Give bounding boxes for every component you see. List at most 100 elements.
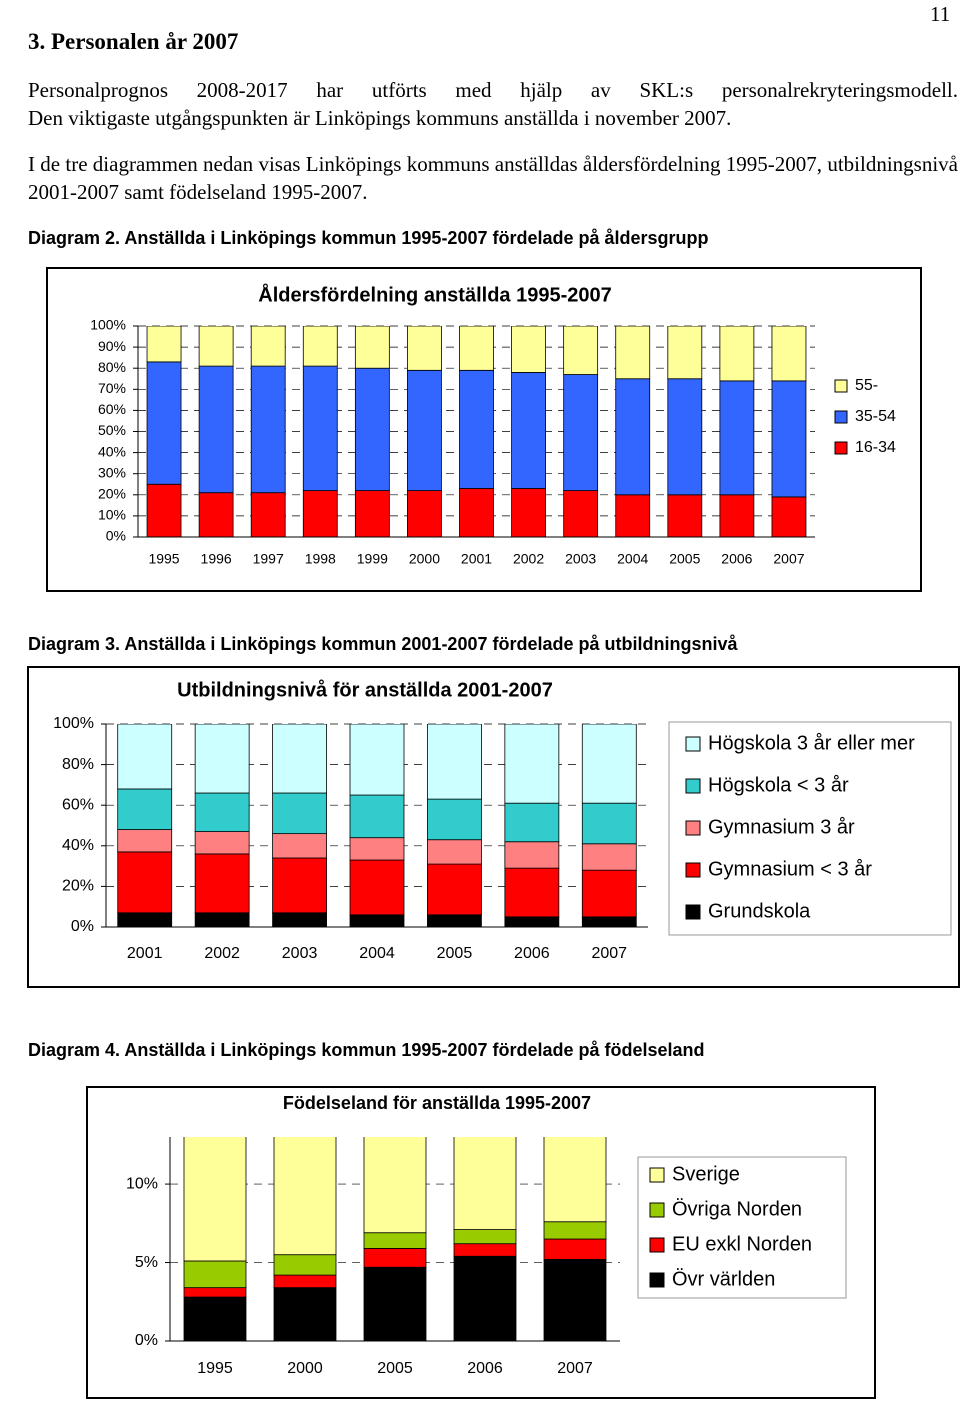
bar-segment [272, 912, 327, 927]
bar-segment [563, 326, 599, 375]
bar-segment [302, 365, 338, 491]
bar-segment [117, 724, 173, 790]
legend-label: EU exkl Norden [672, 1233, 812, 1255]
bar-segment [453, 1255, 517, 1341]
y-tick-label: 20% [98, 486, 126, 502]
legend-swatch [649, 1202, 665, 1218]
bar-segment [407, 326, 442, 371]
x-tick-label: 2006 [721, 551, 752, 567]
bar-segment [615, 494, 651, 537]
bar-segment [719, 380, 755, 496]
bar-segment [504, 916, 560, 927]
bar-segment [117, 788, 173, 830]
bar-segment [272, 857, 327, 914]
y-tick-label: 70% [98, 380, 126, 396]
bar-segment [349, 794, 405, 839]
y-tick-label: 0% [106, 528, 126, 544]
bar-segment [198, 365, 234, 494]
legend-label: Högskola < 3 år [708, 774, 849, 796]
heading: 3. Personalen år 2007 [28, 29, 239, 54]
bar-segment [615, 326, 651, 380]
legend-swatch [649, 1237, 665, 1253]
x-tick-label: 1999 [357, 551, 388, 567]
legend-swatch [834, 410, 848, 424]
x-tick-label: 2002 [513, 551, 544, 567]
bar-segment [511, 372, 546, 489]
x-tick-label: 1995 [148, 551, 179, 567]
bar-segment [581, 724, 637, 804]
bar-segment [459, 326, 494, 371]
bar-segment [250, 492, 286, 537]
bar-segment [581, 869, 637, 918]
bar-segment [771, 326, 807, 382]
y-tick-label: 5% [135, 1254, 158, 1271]
bar-segment [363, 1232, 427, 1249]
bar-segment [563, 374, 599, 491]
x-tick-label: 2000 [287, 1360, 323, 1377]
legend-label: Högskola 3 år eller mer [708, 732, 915, 754]
bar-segment [363, 1248, 427, 1268]
legend-label: Sverige [672, 1163, 740, 1185]
x-tick-label: 1998 [305, 551, 336, 567]
legend-label: Grundskola [708, 900, 811, 922]
legend-swatch [649, 1167, 665, 1183]
bars [117, 724, 637, 927]
x-tick-label: 1996 [201, 551, 232, 567]
bar-segment [363, 1137, 427, 1234]
bar-segment [354, 367, 390, 491]
bar-segment [667, 378, 703, 496]
legend-swatch [834, 441, 848, 455]
bar-segment [453, 1229, 517, 1245]
bar-segment [183, 1296, 247, 1341]
chart-title: Födelseland för anställda 1995-2007 [283, 1093, 591, 1113]
legend-swatch [685, 820, 701, 836]
bar-segment [194, 912, 250, 927]
bar-segment [543, 1259, 607, 1341]
x-tick-label: 2002 [204, 945, 240, 962]
x-tick-label: 2004 [617, 551, 648, 567]
bar-segment [183, 1137, 247, 1262]
bar-segment [459, 369, 494, 489]
x-tick-label: 2005 [377, 1360, 413, 1377]
x-tick-label: 2003 [565, 551, 596, 567]
bar-segment [272, 833, 327, 859]
bar-segment [427, 839, 482, 865]
bar-segment [349, 724, 405, 796]
bar-segment [543, 1221, 607, 1240]
bar-segment [302, 326, 338, 367]
bar-segment [349, 914, 405, 927]
bar-segment [349, 837, 405, 861]
bar-segment [453, 1243, 517, 1257]
y-tick-label: 80% [98, 359, 126, 375]
chart-title: Utbildningsnivå för anställda 2001-2007 [177, 678, 553, 701]
bar-segment [198, 326, 234, 367]
bar-segment [363, 1266, 427, 1341]
bar-segment [194, 831, 250, 855]
bar-segment [194, 853, 250, 914]
caption: Diagram 3. Anställda i Linköpings kommun… [28, 634, 738, 654]
bar-segment [453, 1137, 517, 1230]
bar-segment [117, 829, 173, 853]
legend-label: Övr världen [672, 1268, 775, 1290]
bar-segment [667, 326, 703, 380]
y-tick-label: 0% [135, 1332, 158, 1349]
y-tick-label: 30% [98, 464, 126, 480]
bar-segment [407, 490, 442, 537]
bar-segment [719, 494, 755, 537]
bar-segment [272, 724, 327, 794]
y-tick-label: 80% [62, 756, 94, 773]
bar-segment [407, 369, 442, 491]
page-number: 11 [930, 2, 951, 26]
bar-segment [250, 326, 286, 367]
y-tick-label: 90% [98, 338, 126, 354]
bar-segment [272, 792, 327, 835]
x-tick-label: 2006 [467, 1360, 503, 1377]
x-tick-label: 2007 [591, 945, 627, 962]
bar-segment [117, 851, 173, 914]
legend-swatch [685, 778, 701, 794]
bar-segment [194, 792, 250, 832]
bar-segment [427, 863, 482, 916]
x-tick-label: 2001 [461, 551, 492, 567]
chart-title: Åldersfördelning anställda 1995-2007 [258, 282, 611, 306]
